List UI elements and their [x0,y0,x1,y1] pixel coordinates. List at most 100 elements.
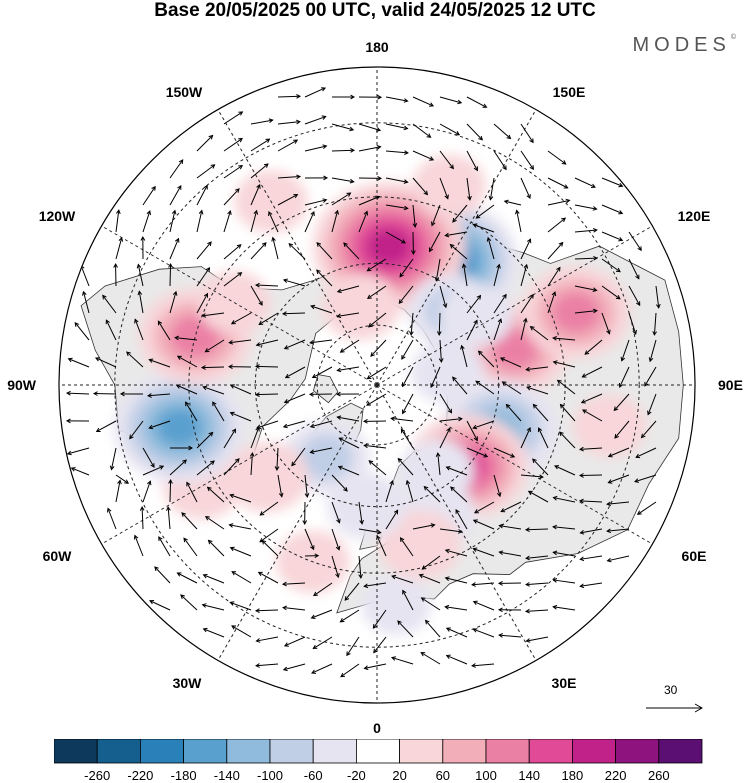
anomaly-blob [170,314,221,358]
colorbar-box [269,739,314,764]
wind-arrow-shaft [339,437,360,449]
wind-arrow-shaft [169,185,182,206]
wind-arrow-head [472,547,478,552]
wind-arrow-shaft [385,96,408,102]
wind-arrow-shaft [310,420,333,428]
wind-arrow-shaft [647,393,657,415]
wind-arrow-shaft [520,150,534,170]
wind-arrow-shaft [419,574,441,584]
wind-arrow-shaft [68,358,90,368]
wind-arrow-head [268,211,273,217]
wind-arrow-shaft [574,177,596,188]
wind-arrow-head [561,160,567,165]
wind-arrow-head [552,604,558,610]
wind-arrow-shaft [504,200,522,206]
wind-arrow-head [126,351,131,357]
colorbar-tick-label: -180 [171,768,197,783]
wind-arrow-head [118,236,124,242]
anomaly-blob [411,341,485,404]
wind-arrow-shaft [115,474,129,484]
wind-arrow-shaft [607,528,630,532]
wind-arrow-shaft [475,204,495,219]
wind-arrow-head [107,507,112,513]
wind-arrow-shaft [284,339,306,350]
wind-arrow-head [148,424,154,430]
colorbar-box [615,739,660,764]
reference-vector-label: 30 [664,683,678,697]
wind-arrow-head [322,144,328,149]
wind-arrow-head [296,119,301,125]
wind-arrow-shaft [338,466,360,476]
wind-arrow-shaft [66,392,90,395]
wind-arrow-head [253,209,259,215]
wind-arrow-head [523,263,529,269]
wind-arrow-shaft [385,123,408,130]
wind-arrow-head [473,436,478,442]
wind-arrow-head [336,415,342,420]
wind-arrow-shaft [115,237,123,260]
wind-arrow-shaft [438,312,441,336]
wind-arrow-head [334,209,339,215]
wind-arrow-head [615,267,621,273]
wind-arrow-head [581,409,587,414]
wind-arrow-head [340,672,346,678]
wind-arrow-shaft [601,258,621,273]
wind-arrow-head [312,644,318,650]
wind-arrow-shaft [310,339,333,344]
wind-arrow-head [527,490,533,495]
anomaly-blob [573,394,647,458]
wind-arrow-head [430,523,436,528]
wind-arrow-head [338,437,344,442]
wind-arrow-head [202,385,208,391]
wind-arrow-head [525,582,530,587]
wind-arrow-shaft [532,458,549,476]
wind-arrow-shaft [337,366,360,372]
wind-arrow-head [426,133,432,138]
wind-arrow-shaft [402,590,414,611]
wind-arrow-head [363,210,369,216]
wind-arrow-head [398,299,404,305]
wind-arrow-shaft [196,293,208,314]
wind-arrow-head [259,511,265,516]
wind-arrow-shaft [613,393,630,411]
lon-label-90w: 90W [7,377,37,393]
wind-arrow-head [526,427,531,433]
wind-arrow-shaft [472,663,495,667]
wind-arrow-head [563,184,569,189]
wind-arrow-shaft [493,318,502,341]
wind-arrow-shaft [82,291,90,314]
wind-arrow-head [82,290,87,296]
wind-arrow-shaft [463,264,468,287]
wind-arrow-head [401,239,407,244]
wind-arrow-head [293,194,299,199]
wind-arrow-head [578,473,584,478]
wind-arrow-shaft [196,432,213,449]
wind-arrow-shaft [437,453,441,476]
wind-arrow-shaft [520,427,531,449]
wind-arrow-shaft [304,199,327,206]
wind-arrow-shaft [582,366,603,378]
wind-arrow-head [552,550,558,556]
wind-arrow-shaft [358,123,381,131]
wind-arrow-head [278,492,284,498]
wind-arrow-shaft [493,294,507,314]
wind-arrow-head [377,175,383,181]
wind-arrow-head [291,461,296,467]
wind-arrow-shaft [283,582,306,585]
wind-arrow-shaft [223,165,243,179]
wind-arrow-head [94,357,100,362]
wind-arrow-shaft [430,366,441,388]
wind-arrow-shaft [530,326,549,341]
meridian-line [376,109,537,386]
wind-arrow-shaft [255,393,279,396]
wind-arrow-shaft [107,508,117,530]
wind-arrow-shaft [473,601,495,611]
wind-arrow-shaft [619,366,630,388]
wind-arrow-head [592,206,598,211]
wind-arrow-head [65,390,71,396]
wind-arrow-shaft [185,401,198,422]
wind-arrow-shaft [230,384,252,395]
wind-arrow-head [593,308,598,314]
wind-arrow-shaft [223,272,242,287]
wind-arrow-shaft [258,312,279,325]
